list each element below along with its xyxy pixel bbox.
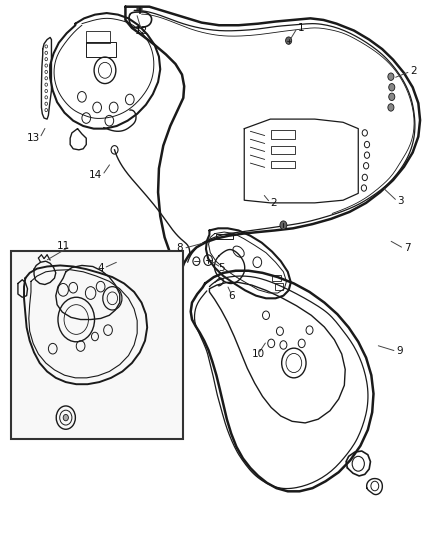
- Bar: [215, 233, 233, 239]
- Text: 5: 5: [218, 263, 225, 272]
- Text: 14: 14: [89, 171, 102, 180]
- Text: 2: 2: [410, 67, 417, 76]
- Text: 11: 11: [57, 241, 70, 252]
- Text: 7: 7: [404, 244, 410, 254]
- Bar: [275, 284, 283, 290]
- Bar: [271, 146, 295, 154]
- Circle shape: [388, 104, 394, 111]
- Text: 1: 1: [297, 23, 304, 33]
- Circle shape: [388, 73, 394, 80]
- Text: 10: 10: [251, 349, 265, 359]
- Text: 3: 3: [397, 196, 404, 206]
- Bar: [86, 31, 110, 43]
- Bar: [272, 275, 281, 281]
- Bar: [271, 130, 295, 139]
- Text: 4: 4: [97, 263, 104, 273]
- Text: 9: 9: [396, 346, 403, 357]
- Text: 8: 8: [177, 244, 184, 254]
- Circle shape: [389, 93, 395, 101]
- FancyBboxPatch shape: [11, 251, 183, 439]
- Circle shape: [389, 84, 395, 91]
- Circle shape: [63, 415, 68, 421]
- Bar: [86, 42, 116, 57]
- Circle shape: [286, 37, 292, 44]
- Text: 2: 2: [270, 198, 277, 208]
- Circle shape: [280, 221, 287, 229]
- Text: 13: 13: [26, 133, 40, 143]
- Bar: [271, 161, 295, 168]
- Text: 6: 6: [229, 290, 235, 301]
- Text: 12: 12: [135, 26, 148, 36]
